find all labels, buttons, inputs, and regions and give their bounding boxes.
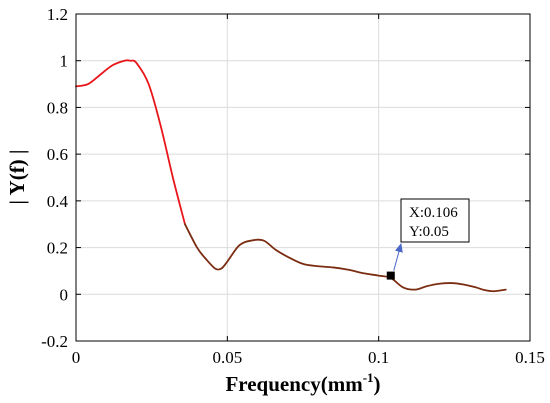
x-axis-label: Frequency(mm-1) (225, 370, 380, 396)
y-tick-label: 0.8 (47, 98, 68, 117)
datatip-x-label: X:0.106 (409, 205, 458, 221)
grid-lines (76, 14, 530, 341)
datatip-y-label: Y:0.05 (409, 224, 449, 240)
y-tick-label: 0.2 (47, 239, 68, 258)
x-axis-label-superscript: -1 (363, 370, 374, 385)
axes-box (75, 13, 531, 342)
datatip: X:0.106 Y:0.05 (386, 198, 470, 280)
datatip-marker (386, 271, 395, 280)
y-tick-label: 0.4 (47, 192, 69, 211)
x-tick-label: 0.15 (515, 348, 545, 367)
y-tick-label: 0.6 (47, 145, 68, 164)
datatip-box (400, 198, 470, 243)
x-axis-label-main: Frequency(mm (225, 372, 363, 396)
x-tick-label: 0 (72, 348, 81, 367)
y-tick-label: -0.2 (41, 332, 68, 351)
y-tick-label: 1.2 (47, 5, 68, 24)
y-tick-label: 1 (60, 52, 69, 71)
y-ticks: -0.2 0 0.2 0.4 0.6 0.8 1 1.2 (41, 5, 530, 351)
series-layer (75, 59, 507, 293)
series-line-segment-2 (184, 223, 507, 293)
datatip-arrow (393, 243, 403, 271)
x-tick-label: 0.1 (368, 348, 389, 367)
x-ticks: 0 0.05 0.1 0.15 (72, 14, 545, 367)
x-axis-label-close: ) (374, 372, 381, 396)
y-tick-label: 0 (60, 285, 69, 304)
y-axis-label: | Y(f) | (5, 149, 29, 204)
series-line-segment-1 (75, 59, 186, 226)
plot-area (76, 14, 530, 341)
x-tick-label: 0.05 (212, 348, 242, 367)
